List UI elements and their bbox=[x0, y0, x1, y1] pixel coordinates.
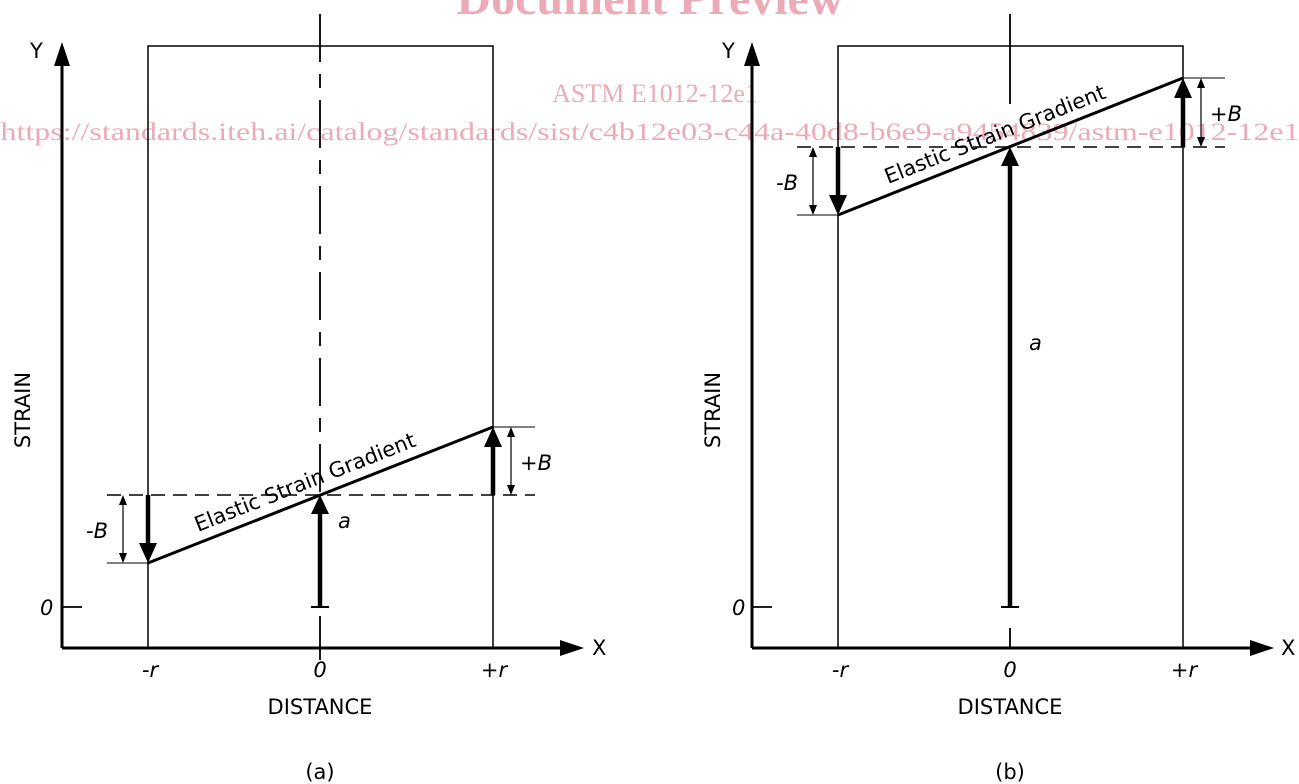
caption-b: (b) bbox=[995, 760, 1025, 784]
center-label-a: 0 bbox=[313, 658, 326, 682]
pos-b-dim-bottom-arrow-a bbox=[507, 485, 515, 495]
y-axis-letter-b: Y bbox=[721, 39, 735, 63]
y-axis-title-a: STRAIN bbox=[11, 372, 35, 448]
a-label-a: a bbox=[338, 509, 351, 533]
watermark-title: Document Preview bbox=[457, 0, 844, 25]
caption-a: (a) bbox=[305, 760, 334, 784]
y-axis-letter-a: Y bbox=[29, 39, 43, 63]
pos-b-label-a: +B bbox=[520, 451, 552, 475]
neg-r-label-b: -r bbox=[832, 658, 850, 682]
x-axis-letter-b: X bbox=[1281, 636, 1295, 660]
watermark-standard: ASTM E1012-12e1 bbox=[552, 79, 758, 108]
a-label-b: a bbox=[1029, 331, 1042, 355]
x-axis-arrowhead-b bbox=[1250, 640, 1274, 656]
center-label-b: 0 bbox=[1003, 658, 1016, 682]
x-axis-title-a: DISTANCE bbox=[268, 695, 373, 719]
x-axis-title-b: DISTANCE bbox=[958, 695, 1063, 719]
gradient-label-a: Elastic Strain Gradient bbox=[191, 428, 419, 537]
neg-b-label-b: -B bbox=[776, 171, 798, 195]
neg-b-dim-top-arrow-b bbox=[809, 147, 817, 157]
watermark: Document Preview ASTM E1012-12e1 https:/… bbox=[1, 0, 1299, 146]
pos-b-dim-top-arrow-a bbox=[507, 427, 515, 437]
x-axis-arrowhead-a bbox=[560, 640, 584, 656]
pos-b-dim-top-arrow-b bbox=[1197, 78, 1205, 88]
neg-b-dim-bottom-arrow-a bbox=[119, 553, 127, 563]
y-axis-title-b: STRAIN bbox=[701, 372, 725, 448]
pos-r-label-b: +r bbox=[1171, 658, 1199, 682]
y-axis-arrowhead-b bbox=[744, 42, 760, 66]
neg-b-dim-bottom-arrow-b bbox=[809, 205, 817, 215]
pos-b-label-b: +B bbox=[1210, 102, 1242, 126]
neg-b-label-a: -B bbox=[86, 519, 108, 543]
watermark-url: https://standards.iteh.ai/catalog/standa… bbox=[1, 119, 1299, 146]
pos-r-label-a: +r bbox=[481, 658, 509, 682]
zero-label-b: 0 bbox=[732, 596, 745, 620]
y-axis-arrowhead-a bbox=[54, 42, 70, 66]
neg-r-label-a: -r bbox=[142, 658, 160, 682]
neg-b-dim-top-arrow-a bbox=[119, 495, 127, 505]
x-axis-letter-a: X bbox=[592, 636, 606, 660]
zero-label-a: 0 bbox=[40, 596, 53, 620]
